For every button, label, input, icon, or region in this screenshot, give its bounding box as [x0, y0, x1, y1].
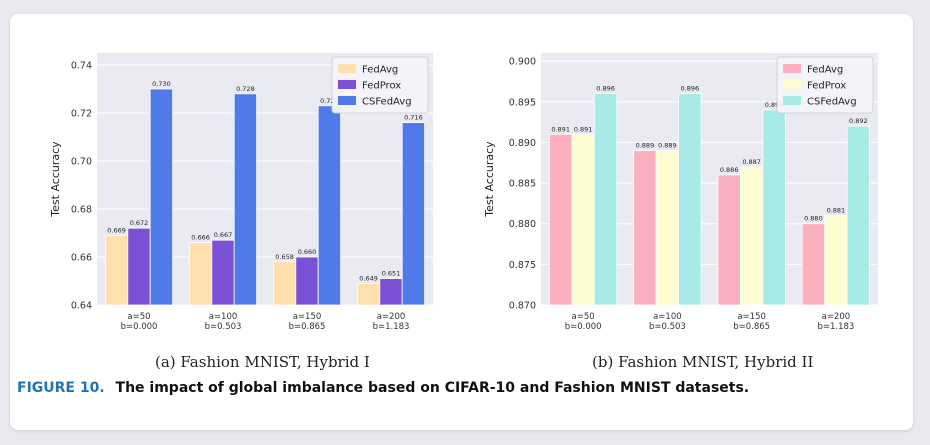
x-tick-label: a=50 — [127, 312, 150, 322]
x-tick-label: b=0.865 — [289, 322, 326, 332]
data-label: 0.886 — [720, 166, 739, 174]
y-tick-label: 0.895 — [509, 97, 536, 108]
data-label: 0.658 — [275, 253, 294, 261]
legend-label: CSFedAvg — [362, 97, 412, 108]
data-label: 0.669 — [107, 226, 126, 234]
bar-csfedavg — [401, 122, 426, 306]
data-label: 0.894 — [765, 101, 784, 109]
chart-hybrid-1: 0.64 0.66 0.68 0.70 0.72 0.74 Test Accuracy 0.6… — [49, 53, 433, 332]
bar-fedprox — [379, 278, 403, 306]
data-label: 0.660 — [298, 248, 317, 256]
legend-label: FedAvg — [807, 65, 843, 76]
x-tick-label: a=200 — [377, 312, 406, 322]
bar-csfedavg — [678, 93, 702, 306]
y-tick-label: 0.64 — [71, 301, 92, 312]
bar-fedavg — [801, 223, 826, 306]
bar-csfedavg — [593, 93, 618, 306]
x-tick-label: a=150 — [737, 312, 766, 322]
bar-csfedavg — [149, 88, 173, 306]
data-label: 0.649 — [359, 274, 378, 282]
data-label: 0.672 — [130, 219, 149, 227]
bar-csfedavg — [317, 105, 342, 306]
bar-fedavg — [105, 234, 129, 306]
y-tick-label: 0.68 — [71, 205, 92, 216]
x-tick-label: b=0.503 — [205, 322, 242, 332]
data-label: 0.891 — [551, 125, 570, 133]
y-axis-label: Test Accuracy — [49, 141, 62, 218]
legend-swatch — [783, 64, 801, 73]
data-label: 0.666 — [191, 234, 210, 242]
y-tick-label: 0.900 — [509, 57, 536, 68]
bar-fedavg — [272, 261, 297, 306]
y-tick-label: 0.870 — [509, 301, 536, 312]
subcaption-a: (a) Fashion MNIST, Hybrid I — [155, 353, 370, 371]
x-tick-label: b=0.000 — [121, 322, 158, 332]
bar-fedprox — [824, 215, 848, 306]
x-tick-label: b=0.503 — [649, 322, 686, 332]
subcaption-b: (b) Fashion MNIST, Hybrid II — [592, 353, 814, 371]
bar-fedavg — [188, 242, 213, 306]
legend-label: FedProx — [807, 81, 846, 92]
legend-swatch — [338, 64, 356, 73]
data-label: 0.880 — [804, 215, 823, 223]
bar-csfedavg — [762, 109, 786, 306]
bar-csfedavg — [846, 125, 870, 306]
legend-swatch — [338, 80, 356, 89]
bar-csfedavg — [233, 93, 257, 306]
data-label: 0.728 — [236, 85, 255, 93]
y-tick-label: 0.890 — [509, 138, 536, 149]
legend-label: FedAvg — [362, 65, 398, 76]
data-label: 0.881 — [827, 207, 846, 215]
bar-fedavg — [549, 133, 573, 306]
bar-fedprox — [295, 256, 319, 306]
bar-fedavg — [633, 150, 657, 306]
y-tick-label: 0.72 — [71, 109, 92, 120]
legend-swatch — [338, 96, 356, 105]
x-tick-label: b=1.183 — [817, 322, 854, 332]
legend-swatch — [783, 80, 801, 89]
bar-fedprox — [571, 133, 595, 306]
y-tick-label: 0.885 — [509, 179, 536, 190]
bar-fedprox — [211, 239, 235, 306]
x-tick-label: a=150 — [293, 312, 322, 322]
legend-label: FedProx — [362, 81, 401, 92]
bar-fedprox — [739, 166, 764, 306]
data-label: 0.896 — [596, 85, 615, 93]
x-tick-label: a=100 — [209, 312, 238, 322]
y-tick-label: 0.875 — [509, 260, 536, 271]
data-label: 0.730 — [152, 80, 171, 88]
x-tick-label: b=1.183 — [373, 322, 410, 332]
figure-label: FIGURE 10. — [17, 380, 105, 396]
bar-fedavg — [717, 174, 741, 306]
x-tick-label: a=200 — [822, 312, 851, 322]
chart-hybrid-2: 0.870 0.875 0.880 0.885 0.890 0.895 0.900 Test … — [483, 53, 878, 332]
data-label: 0.667 — [214, 231, 233, 239]
data-label: 0.892 — [849, 117, 868, 125]
data-label: 0.896 — [681, 85, 700, 93]
bar-fedavg — [356, 282, 381, 306]
y-tick-label: 0.70 — [71, 157, 92, 168]
figure-caption-text: The impact of global imbalance based on … — [115, 380, 750, 396]
data-label: 0.887 — [742, 158, 761, 166]
data-label: 0.891 — [574, 125, 593, 133]
x-tick-label: a=50 — [572, 312, 595, 322]
data-label: 0.651 — [382, 270, 401, 278]
x-tick-label: b=0.000 — [565, 322, 602, 332]
x-tick-label: a=100 — [653, 312, 682, 322]
data-label: 0.889 — [636, 142, 655, 150]
data-label: 0.889 — [658, 142, 677, 150]
bar-fedprox — [655, 150, 680, 306]
y-tick-label: 0.66 — [71, 253, 92, 264]
y-axis-label: Test Accuracy — [483, 141, 496, 218]
data-label: 0.723 — [320, 97, 339, 105]
figure-caption: FIGURE 10. The impact of global imbalanc… — [17, 380, 749, 396]
y-tick-label: 0.74 — [71, 61, 92, 72]
legend-label: CSFedAvg — [807, 97, 857, 108]
legend-swatch — [783, 96, 801, 105]
x-tick-label: b=0.865 — [733, 322, 770, 332]
bar-fedprox — [127, 227, 151, 306]
data-label: 0.716 — [404, 114, 423, 122]
y-tick-label: 0.880 — [509, 219, 536, 230]
